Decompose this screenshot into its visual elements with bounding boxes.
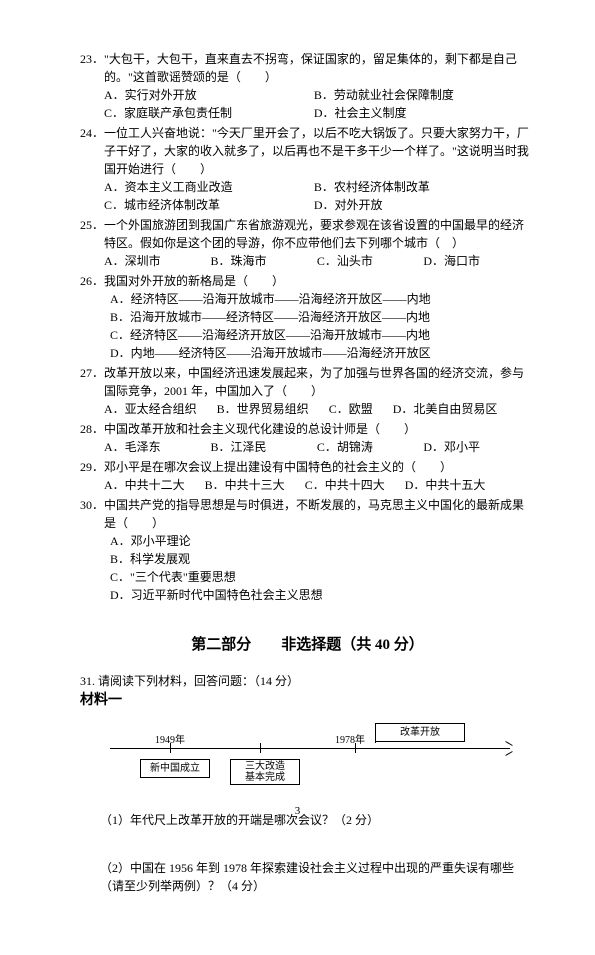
question-text: 24．一位工人兴奋地说："今天厂里开会了，以后不吃大锅饭了。只要大家努力干，厂子… (80, 124, 535, 178)
option-b: B．农村经济体制改革 (314, 178, 521, 196)
option-b: B．科学发展观 (110, 550, 535, 568)
arrow-bot (505, 751, 512, 756)
option-d: D．北美自由贸易区 (393, 400, 498, 418)
option-a: A．实行对外开放 (104, 86, 311, 104)
option-c: C．中共十四大 (305, 476, 385, 494)
question-text: 28．中国改革开放和社会主义现代化建设的总设计师是（ ） (80, 420, 535, 438)
timeline-box-founding: 新中国成立 (140, 759, 210, 778)
option-d: D．中共十五大 (405, 476, 486, 494)
options: A．亚太经合组织 B．世界贸易组织 C．欧盟 D．北美自由贸易区 (80, 400, 535, 418)
option-d: D．邓小平 (423, 438, 526, 456)
question-24: 24．一位工人兴奋地说："今天厂里开会了，以后不吃大锅饭了。只要大家努力干，厂子… (80, 124, 535, 214)
year-1949: 1949年 (155, 733, 185, 748)
arrow-top (505, 741, 512, 746)
material-label: 材料一 (80, 690, 535, 711)
question-text: 23．"大包干，大包干，直来直去不拐弯，保证国家的，留足集体的，剩下都是自己的。… (80, 50, 535, 86)
question-31-intro: 31. 请阅读下列材料，回答问题：（14 分） (80, 672, 535, 690)
timeline-diagram: 改革开放 1949年 1978年 新中国成立 三大改造 基本完成 (110, 721, 510, 791)
question-29: 29．邓小平是在哪次会议上提出建设有中国特色的社会主义的（ ） A．中共十二大 … (80, 458, 535, 494)
option-a: A．深圳市 (104, 252, 207, 270)
timeline-box-reform: 改革开放 (375, 723, 465, 742)
question-28: 28．中国改革开放和社会主义现代化建设的总设计师是（ ） A．毛泽东 B．江泽民… (80, 420, 535, 456)
option-d: D．对外开放 (314, 196, 521, 214)
option-b: B．中共十三大 (205, 476, 285, 494)
timeline-box-transform: 三大改造 基本完成 (230, 759, 300, 785)
tick-mid (260, 743, 261, 753)
option-b: B．世界贸易组织 (217, 400, 309, 418)
options: A．毛泽东 B．江泽民 C．胡锦涛 D．邓小平 (80, 438, 535, 456)
option-a: A．亚太经合组织 (104, 400, 197, 418)
option-a: A．资本主义工商业改造 (104, 178, 311, 196)
sub-question-2: （2）中国在 1956 年到 1978 年探索建设社会主义过程中出现的严重失误有… (100, 859, 535, 895)
question-text: 26．我国对外开放的新格局是（ ） (80, 272, 535, 290)
options: A．深圳市 B．珠海市 C．汕头市 D．海口市 (80, 252, 535, 270)
question-27: 27．改革开放以来，中国经济迅速发展起来，为了加强与世界各国的经济交流，参与国际… (80, 364, 535, 418)
question-text: 30．中国共产党的指导思想是与时俱进，不断发展的，马克思主义中国化的最新成果是（… (80, 496, 535, 532)
option-a: A．经济特区——沿海开放城市——沿海经济开放区——内地 (110, 290, 535, 308)
question-text: 25．一个外国旅游团到我国广东省旅游观光，要求参观在该省设置的中国最早的经济特区… (80, 216, 535, 252)
option-c: C．欧盟 (329, 400, 373, 418)
options: A．资本主义工商业改造 B．农村经济体制改革 C．城市经济体制改革 D．对外开放 (80, 178, 535, 214)
question-text: 27．改革开放以来，中国经济迅速发展起来，为了加强与世界各国的经济交流，参与国际… (80, 364, 535, 400)
page-number: 3 (0, 805, 595, 817)
option-d: D．海口市 (423, 252, 526, 270)
option-d: D．习近平新时代中国特色社会主义思想 (110, 586, 535, 604)
options: A．经济特区——沿海开放城市——沿海经济开放区——内地 B．沿海开放城市——经济… (80, 290, 535, 362)
option-a: A．毛泽东 (104, 438, 207, 456)
option-b: B．沿海开放城市——经济特区——沿海经济开放区——内地 (110, 308, 535, 326)
option-b: B．江泽民 (210, 438, 313, 456)
question-text: 29．邓小平是在哪次会议上提出建设有中国特色的社会主义的（ ） (80, 458, 535, 476)
option-c: C．汕头市 (317, 252, 420, 270)
question-30: 30．中国共产党的指导思想是与时俱进，不断发展的，马克思主义中国化的最新成果是（… (80, 496, 535, 604)
options: A．实行对外开放 B．劳动就业社会保障制度 C．家庭联产承包责任制 D．社会主义… (80, 86, 535, 122)
option-a: A．邓小平理论 (110, 532, 535, 550)
option-c: C．家庭联产承包责任制 (104, 104, 311, 122)
part2-title: 第二部分 非选择题（共 40 分） (80, 634, 535, 657)
option-d: D．内地——经济特区——沿海开放城市——沿海经济开放区 (110, 344, 535, 362)
options: A．中共十二大 B．中共十三大 C．中共十四大 D．中共十五大 (80, 476, 535, 494)
option-c: C．经济特区——沿海经济开放区——沿海开放城市——内地 (110, 326, 535, 344)
question-23: 23．"大包干，大包干，直来直去不拐弯，保证国家的，留足集体的，剩下都是自己的。… (80, 50, 535, 122)
question-25: 25．一个外国旅游团到我国广东省旅游观光，要求参观在该省设置的中国最早的经济特区… (80, 216, 535, 270)
option-d: D．社会主义制度 (314, 104, 521, 122)
option-c: C．胡锦涛 (317, 438, 420, 456)
tick-box3 (375, 737, 376, 743)
option-b: B．珠海市 (210, 252, 313, 270)
option-a: A．中共十二大 (104, 476, 185, 494)
question-26: 26．我国对外开放的新格局是（ ） A．经济特区——沿海开放城市——沿海经济开放… (80, 272, 535, 362)
year-1978: 1978年 (335, 733, 365, 748)
option-b: B．劳动就业社会保障制度 (314, 86, 521, 104)
options: A．邓小平理论 B．科学发展观 C．"三个代表"重要思想 D．习近平新时代中国特… (80, 532, 535, 604)
option-c: C．城市经济体制改革 (104, 196, 311, 214)
option-c: C．"三个代表"重要思想 (110, 568, 535, 586)
